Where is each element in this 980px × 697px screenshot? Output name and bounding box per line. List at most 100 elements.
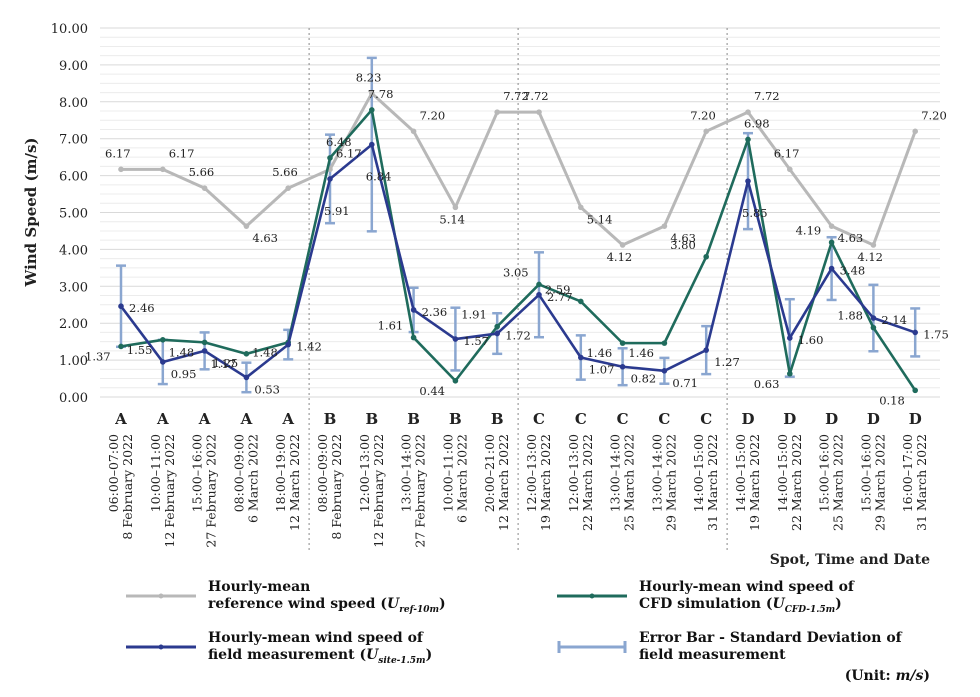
data-point-ref bbox=[870, 242, 877, 248]
y-tick-label: 0.00 bbox=[59, 391, 88, 406]
x-date-label: 19 March 2022 bbox=[538, 434, 553, 531]
data-label-site: 0.53 bbox=[254, 382, 280, 396]
x-axis-title: Spot, Time and Date bbox=[770, 552, 930, 568]
x-date-label: 12 March 2022 bbox=[496, 434, 511, 531]
data-point-site bbox=[619, 363, 626, 370]
x-group-label: D bbox=[741, 410, 754, 428]
y-tick-label: 4.00 bbox=[59, 243, 88, 258]
x-group-label: B bbox=[491, 410, 504, 428]
data-point-ref bbox=[118, 166, 124, 173]
x-time-label: 08:00–09:00 bbox=[231, 434, 246, 512]
y-tick-labels: 0.00 1.00 2.00 3.00 4.00 5.00 6.00 7.00 8.00 9.00… bbox=[51, 22, 88, 406]
data-label-site: 2.36 bbox=[422, 305, 448, 319]
data-label-site: 2.46 bbox=[129, 301, 155, 315]
x-group-label: C bbox=[575, 410, 587, 428]
x-group-label: B bbox=[365, 410, 378, 428]
y-tick-label: 1.00 bbox=[59, 354, 88, 369]
x-date-label: 12 February 2022 bbox=[371, 434, 386, 548]
data-label-site: 1.42 bbox=[296, 340, 322, 354]
x-date-label: 29 March 2022 bbox=[872, 434, 887, 531]
data-label-site: 1.57 bbox=[463, 334, 489, 348]
x-group-label: A bbox=[114, 410, 127, 428]
x-time-label: 14:00–15:00 bbox=[775, 434, 790, 512]
data-label-ref: 6.17 bbox=[336, 146, 362, 160]
x-group-label: A bbox=[281, 410, 294, 428]
x-group-label: A bbox=[240, 410, 253, 428]
x-group-label: A bbox=[156, 410, 169, 428]
data-point-site bbox=[201, 348, 208, 354]
x-date-label: 12 March 2022 bbox=[287, 434, 302, 531]
data-point-cfd bbox=[661, 340, 668, 346]
data-label-ref: 7.20 bbox=[921, 108, 947, 122]
data-point-ref bbox=[369, 90, 375, 97]
data-label-ref: 4.63 bbox=[252, 231, 278, 245]
x-time-label: 14:00–15:00 bbox=[691, 434, 706, 512]
data-label-ref: 5.14 bbox=[439, 212, 465, 226]
x-date-label: 6 March 2022 bbox=[454, 434, 469, 523]
data-label-cfd: 3.05 bbox=[503, 265, 529, 279]
data-label-site: 0.71 bbox=[672, 376, 698, 390]
data-label-cfd: 0.18 bbox=[879, 393, 905, 407]
y-tick-label: 10.00 bbox=[51, 22, 88, 37]
series-lines bbox=[118, 90, 918, 394]
x-time-label: 08:00–09:00 bbox=[315, 434, 330, 512]
data-point-ref bbox=[703, 128, 709, 135]
data-point-site bbox=[285, 341, 292, 348]
x-group-label: A bbox=[198, 410, 211, 428]
x-time-label: 15:00–16:00 bbox=[190, 434, 205, 512]
data-label-cfd: 1.88 bbox=[837, 309, 863, 323]
data-point-site bbox=[452, 336, 459, 342]
data-label-site: 1.25 bbox=[213, 356, 239, 370]
data-point-ref bbox=[452, 204, 459, 211]
x-date-label: 12 February 2022 bbox=[162, 434, 177, 548]
data-label-site: 2.14 bbox=[881, 313, 907, 327]
x-time-label: 12:00–13:00 bbox=[566, 434, 581, 512]
x-time-label: 12:00–13:00 bbox=[357, 434, 372, 512]
data-point-site bbox=[661, 368, 668, 374]
data-point-ref bbox=[912, 128, 918, 135]
data-label-cfd: 4.19 bbox=[796, 223, 822, 237]
data-point-site bbox=[243, 374, 250, 381]
x-date-label: 29 March 2022 bbox=[663, 434, 678, 531]
x-date-label: 8 February 2022 bbox=[329, 434, 344, 540]
data-point-site bbox=[327, 176, 333, 182]
data-label-ref: 6.17 bbox=[774, 146, 800, 160]
data-point-ref bbox=[494, 109, 501, 115]
data-point-cfd bbox=[745, 136, 751, 143]
data-label-ref: 8.23 bbox=[356, 70, 382, 84]
data-label-site: 1.60 bbox=[798, 333, 824, 347]
data-point-ref bbox=[619, 242, 626, 248]
data-label-site: 6.84 bbox=[366, 170, 392, 184]
x-group-label: C bbox=[533, 410, 545, 428]
series-line-site bbox=[119, 143, 916, 379]
data-point-cfd bbox=[201, 339, 208, 346]
data-label-ref: 7.20 bbox=[690, 108, 716, 122]
data-point-cfd bbox=[536, 281, 542, 288]
data-point-site bbox=[369, 141, 375, 148]
x-group-label: B bbox=[324, 410, 337, 428]
data-point-site bbox=[578, 354, 584, 361]
data-point-ref bbox=[201, 185, 208, 191]
x-date-label: 8 February 2022 bbox=[120, 434, 135, 540]
data-point-cfd bbox=[327, 155, 333, 161]
data-point-cfd bbox=[410, 334, 417, 341]
data-point-cfd bbox=[452, 377, 459, 384]
data-point-ref bbox=[160, 166, 166, 173]
data-label-cfd: 1.48 bbox=[252, 345, 278, 359]
series-line-cfd bbox=[120, 108, 917, 392]
x-date-label: 22 March 2022 bbox=[789, 434, 804, 531]
data-point-site bbox=[160, 359, 166, 365]
data-point-cfd bbox=[787, 370, 793, 377]
data-label-ref: 7.72 bbox=[503, 89, 529, 103]
data-point-site bbox=[870, 315, 877, 321]
data-point-site bbox=[410, 307, 417, 313]
data-point-cfd bbox=[912, 387, 918, 394]
x-time-label: 20:00–21:00 bbox=[482, 434, 497, 512]
y-tick-label: 9.00 bbox=[59, 59, 88, 74]
data-label-site: 1.27 bbox=[714, 355, 740, 369]
data-point-cfd bbox=[703, 253, 709, 260]
data-point-cfd bbox=[619, 340, 626, 346]
data-point-cfd bbox=[243, 351, 250, 357]
x-date-label: 22 March 2022 bbox=[580, 434, 595, 531]
data-point-ref bbox=[243, 223, 250, 229]
